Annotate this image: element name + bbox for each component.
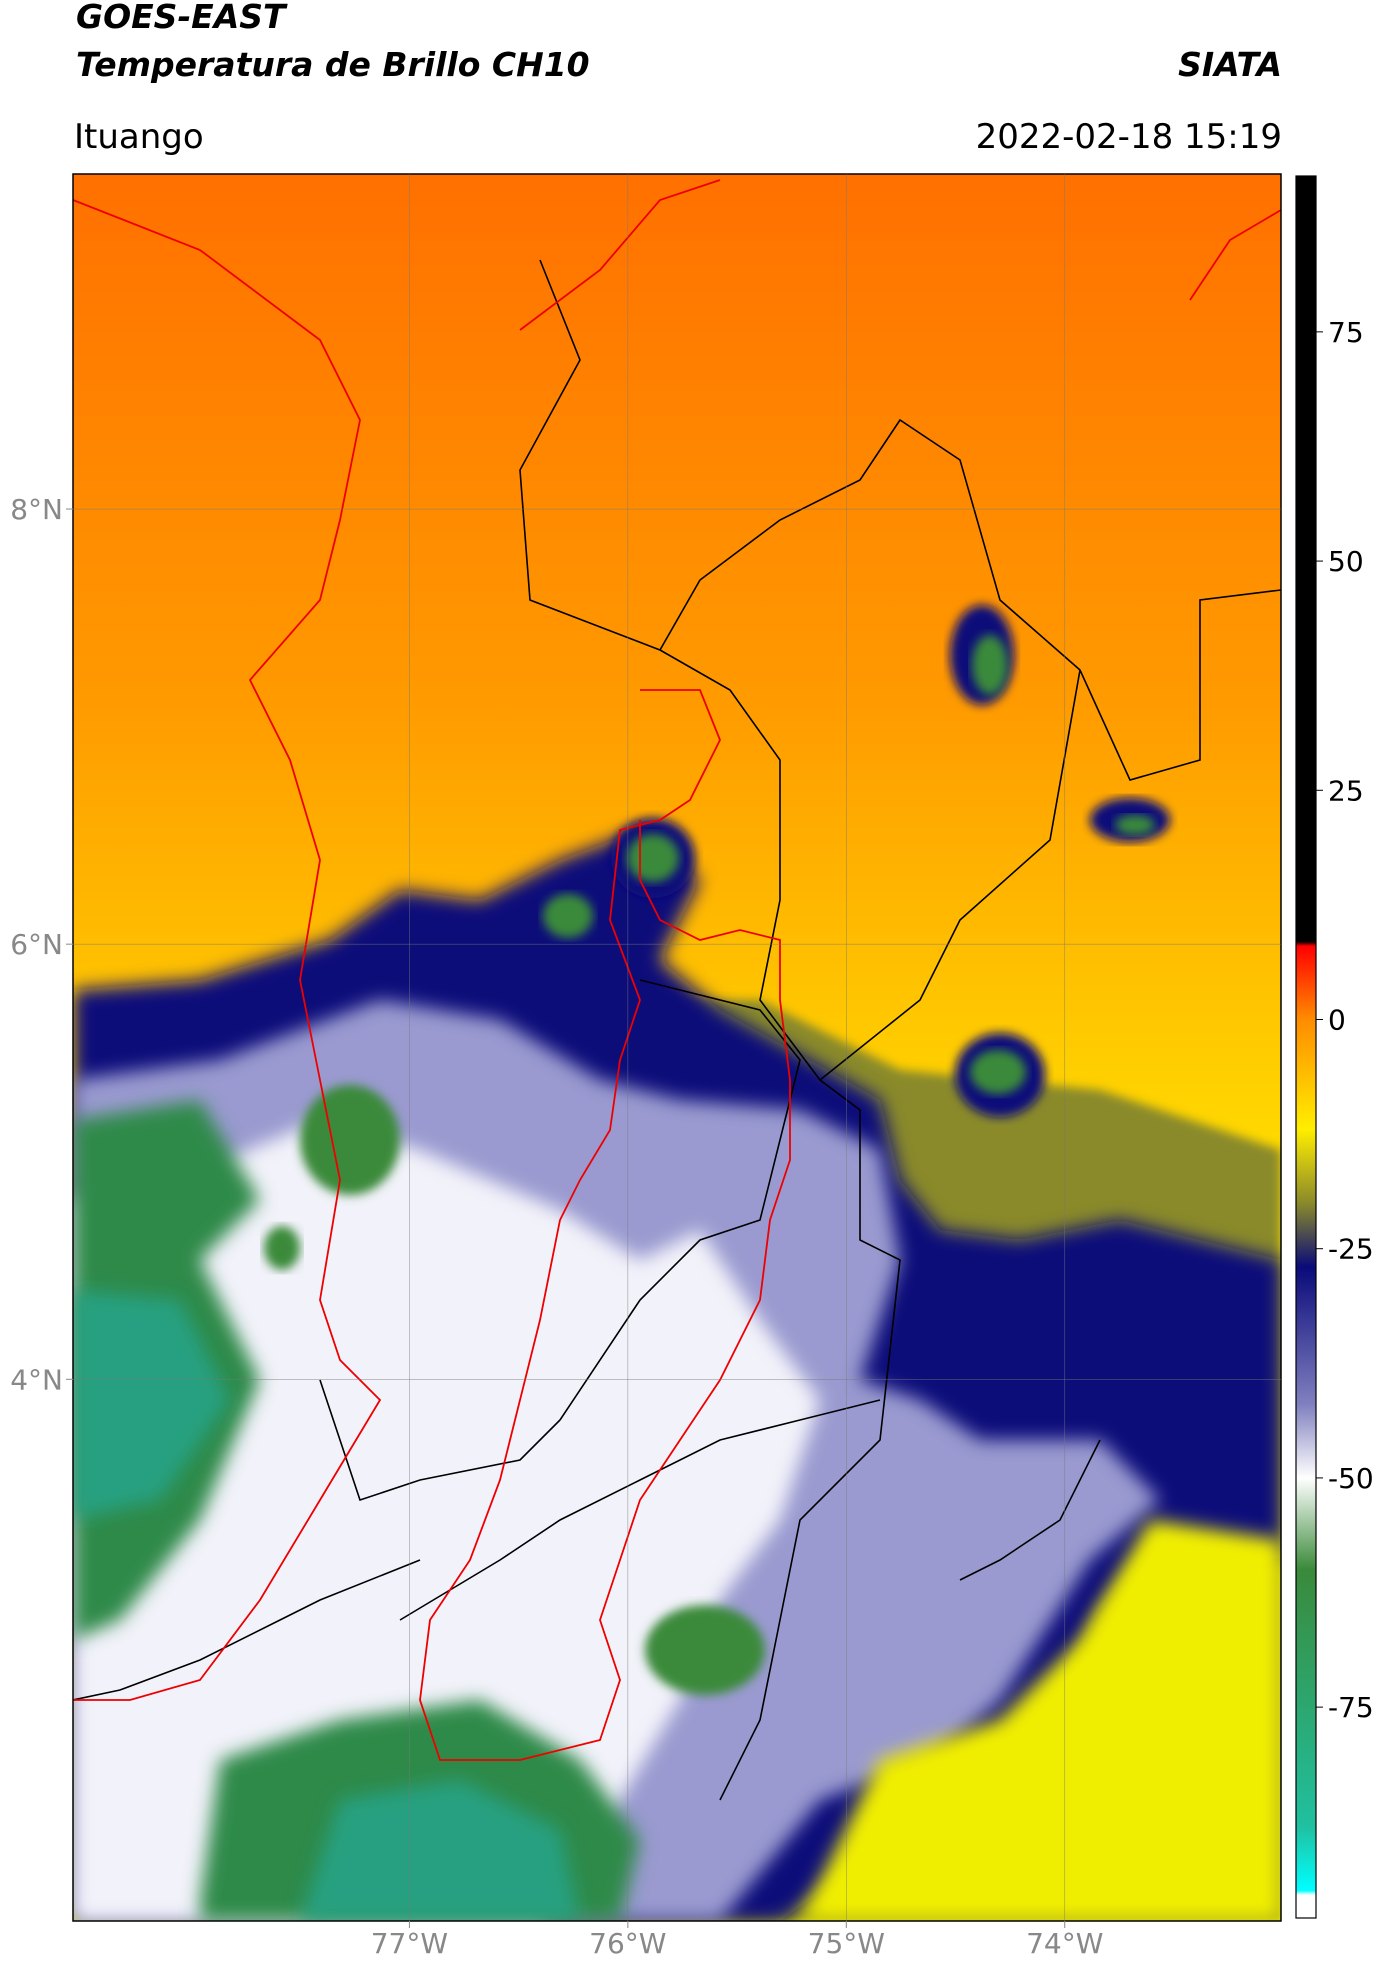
location: Ituango [74,117,204,157]
y-tick-label: 6°N [10,928,63,961]
colorbar-tick-label: -50 [1328,1462,1374,1495]
colorbar-tick-label: 25 [1328,774,1364,807]
subtitle: Temperatura de Brillo CH10 [76,45,590,84]
map-frame [72,173,1282,1922]
satellite-image [73,174,1281,1921]
borders [73,179,1281,1801]
colorbar [1295,175,1317,1919]
x-tick-label: 76°W [589,1927,666,1960]
colorbar-tick-label: 0 [1328,1003,1346,1036]
y-tick-label: 8°N [10,493,63,526]
source: SIATA [1178,45,1282,84]
colorbar-tick-label: 75 [1328,316,1364,349]
colorbar-tick-label: -25 [1328,1233,1374,1266]
title: GOES-EAST [76,0,288,36]
colorbar-tick-label: 50 [1328,545,1364,578]
x-tick-label: 75°W [808,1927,885,1960]
y-tick-label: 4°N [10,1363,63,1396]
datetime: 2022-02-18 15:19 [976,117,1282,157]
x-tick-label: 77°W [371,1927,448,1960]
x-tick-label: 74°W [1026,1927,1103,1960]
colorbar-tick-label: -75 [1328,1691,1374,1724]
